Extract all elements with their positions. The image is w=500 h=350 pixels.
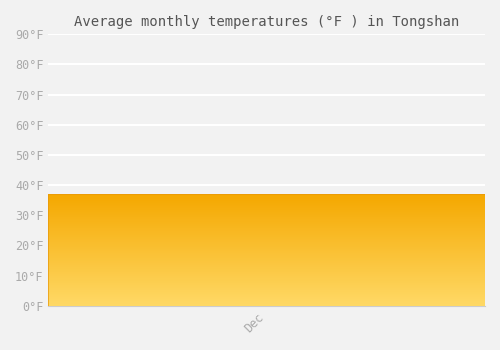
- Title: Average monthly temperatures (°F ) in Tongshan: Average monthly temperatures (°F ) in To…: [74, 15, 460, 29]
- Bar: [48, 194, 485, 306]
